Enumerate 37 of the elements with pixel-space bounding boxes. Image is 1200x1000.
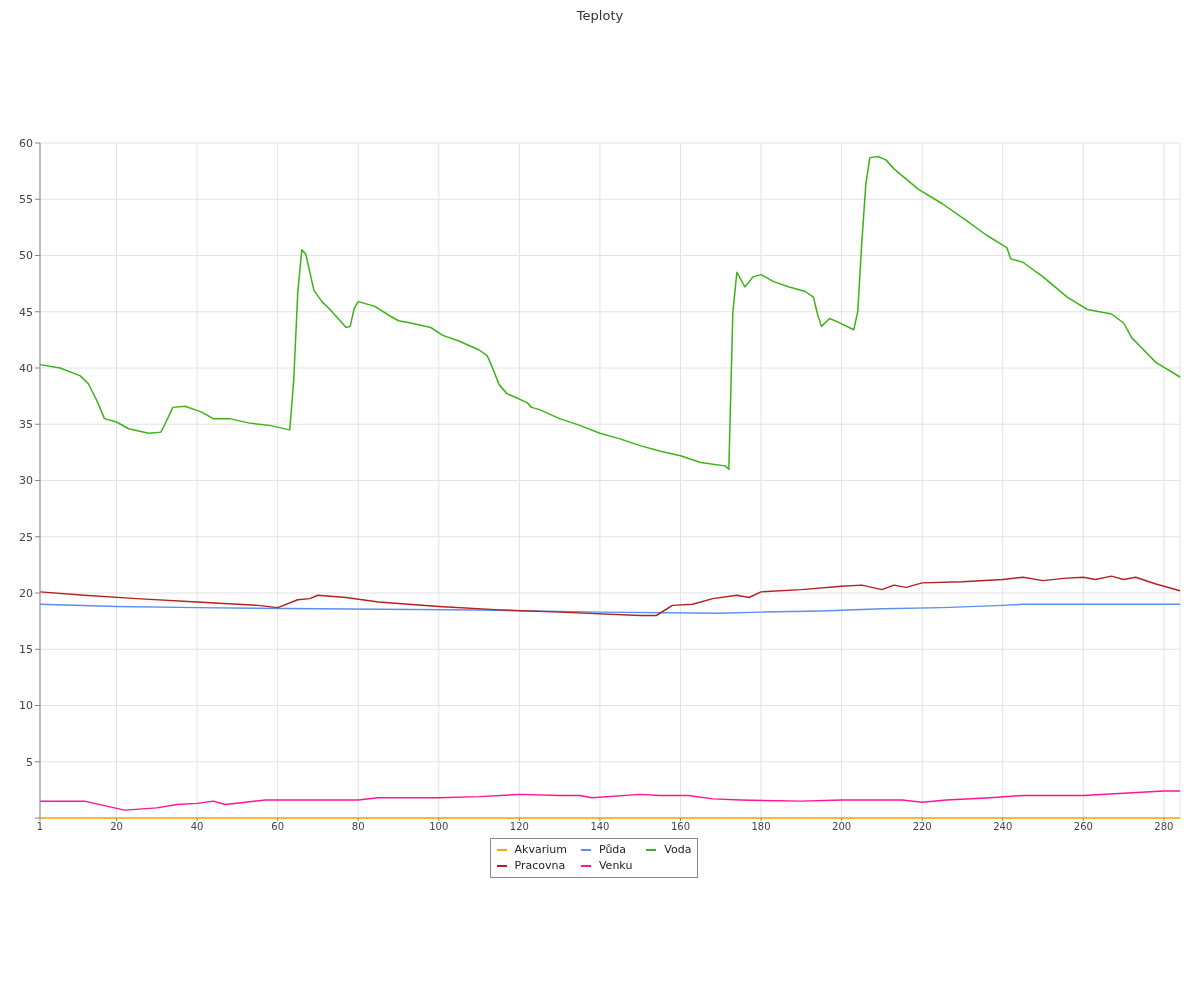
x-tick-label: 1	[36, 821, 44, 833]
x-tick-label: 80	[351, 821, 365, 833]
line-series	[39, 790, 1181, 811]
y-tick-label: 30	[19, 474, 33, 488]
x-tick-label: 200	[832, 821, 852, 833]
y-tick-label: 60	[19, 136, 33, 150]
x-tick-label: 20	[110, 821, 123, 833]
x-tick-label: 260	[1073, 821, 1093, 833]
x-tick-label: 220	[912, 821, 932, 833]
x-tick-label: 140	[590, 821, 610, 833]
x-tick-label: 180	[751, 821, 771, 833]
x-tick-label: 160	[670, 821, 691, 833]
line-series	[39, 603, 1181, 614]
y-tick-label: 15	[19, 643, 33, 657]
x-tick-label: 120	[509, 821, 529, 833]
y-tick-label: 35	[19, 418, 33, 432]
x-tick-label: 280	[1154, 821, 1174, 833]
x-tick-label: 40	[190, 821, 204, 833]
y-tick-label: 5	[26, 755, 33, 769]
y-tick-label: 55	[19, 193, 33, 207]
chart-title: Teploty	[575, 8, 625, 25]
x-tick-label: 240	[993, 821, 1013, 833]
y-tick-label: 20	[19, 586, 33, 600]
y-tick-label: 50	[19, 249, 33, 263]
x-tick-label: 60	[271, 821, 285, 833]
y-tick-label: 10	[19, 699, 33, 713]
y-tick-label: 40	[19, 361, 33, 375]
y-tick-label: 25	[19, 530, 33, 544]
legend-label: Akvarium	[513, 842, 567, 858]
legend-label: Pracovna	[513, 858, 567, 874]
line-series	[39, 575, 1181, 617]
line-series	[39, 155, 1181, 470]
legend-label: Půda	[597, 842, 628, 858]
x-tick-label: 100	[429, 821, 449, 833]
legend-label: Venku	[597, 858, 633, 874]
y-tick-label: 45	[19, 305, 33, 319]
legend-label: Voda	[663, 842, 692, 858]
